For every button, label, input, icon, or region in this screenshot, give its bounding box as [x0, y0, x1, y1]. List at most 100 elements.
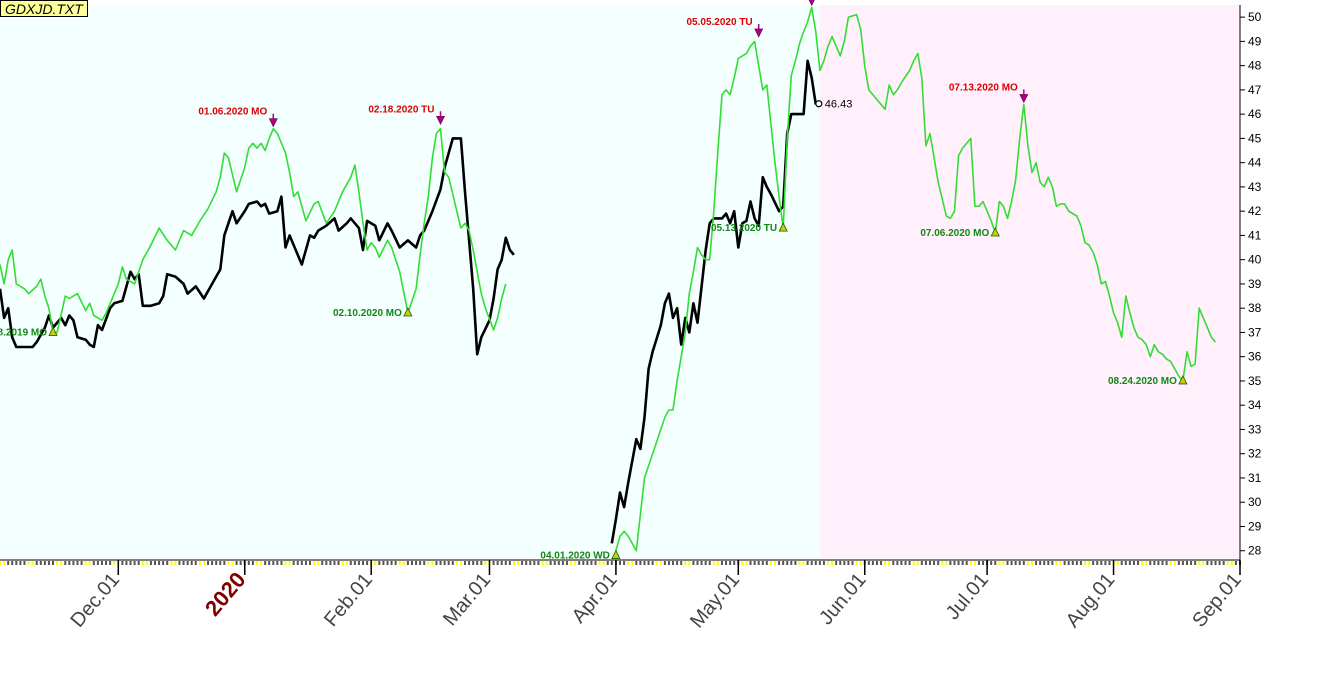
x-day-tick: [125, 561, 128, 565]
x-day-tick: [790, 561, 793, 565]
x-day-tick: [190, 561, 193, 565]
x-tick-label: Feb.01: [320, 569, 377, 631]
x-day-tick: [982, 561, 985, 565]
x-day-tick: [929, 561, 931, 565]
x-day-tick: [182, 561, 185, 565]
background-regions: [0, 5, 1240, 558]
x-day-tick: [1055, 561, 1058, 565]
x-day-tick: [859, 561, 862, 565]
x-day-tick: [1039, 561, 1042, 565]
x-day-tick: [92, 561, 95, 565]
x-day-tick: [1059, 561, 1062, 565]
x-tick-label: Apr.01: [568, 569, 622, 627]
annotation-label-2: 05.05.2020 TU: [687, 17, 753, 28]
y-tick-label: 38: [1248, 301, 1262, 315]
x-day-tick: [1190, 561, 1193, 565]
x-day-tick: [35, 561, 38, 565]
x-day-tick: [500, 561, 503, 565]
x-day-tick: [178, 561, 181, 565]
x-day-tick: [1018, 561, 1021, 565]
x-day-tick: [537, 561, 540, 565]
x-day-tick: [276, 561, 279, 565]
x-day-tick: [1084, 561, 1086, 565]
y-tick-label: 28: [1248, 544, 1262, 558]
x-day-tick: [529, 561, 532, 565]
x-day-tick: [443, 561, 446, 565]
peak-marker-icon: [436, 115, 446, 125]
x-day-tick: [912, 561, 915, 565]
x-day-tick: [1063, 561, 1066, 565]
x-day-tick: [806, 561, 809, 565]
x-tick-label: Dec.01: [67, 569, 125, 632]
x-day-tick: [394, 561, 397, 565]
x-day-tick: [357, 561, 360, 565]
x-day-tick: [476, 561, 479, 565]
background-region-0: [0, 5, 820, 558]
x-day-tick: [374, 561, 377, 565]
x-day-tick: [72, 561, 75, 565]
x-day-tick: [345, 561, 348, 565]
x-day-tick: [100, 561, 103, 565]
x-day-tick: [362, 561, 365, 565]
x-day-tick: [472, 561, 475, 565]
x-day-tick: [480, 561, 483, 565]
x-day-tick: [11, 561, 14, 565]
x-day-tick: [647, 561, 650, 565]
x-day-tick: [765, 561, 768, 565]
peak-marker-icon: [808, 0, 815, 7]
y-tick-label: 29: [1248, 519, 1262, 533]
x-day-tick: [822, 561, 825, 565]
x-day-tick: [557, 561, 560, 565]
x-tick-label: Aug.01: [1062, 569, 1120, 632]
x-day-tick: [1100, 561, 1103, 565]
x-day-tick: [1214, 561, 1217, 565]
x-day-tick: [1116, 561, 1119, 565]
series-lines: 46.43: [0, 6, 1217, 552]
x-day-tick: [659, 561, 662, 565]
x-day-tick: [904, 561, 907, 565]
x-day-tick: [1079, 561, 1082, 565]
x-day-tick: [1006, 561, 1009, 565]
x-day-tick: [1202, 561, 1205, 565]
x-day-tick: [814, 561, 817, 565]
x-day-tick: [631, 561, 634, 565]
x-tick-label: Sep.01: [1188, 569, 1246, 632]
y-tick-label: 34: [1248, 398, 1262, 412]
x-day-tick: [1022, 561, 1025, 565]
x-day-tick: [406, 561, 409, 565]
x-day-tick: [598, 561, 601, 565]
x-day-tick: [810, 561, 813, 565]
x-day-tick: [378, 561, 381, 565]
x-day-tick: [680, 561, 683, 565]
peak-marker-icon: [1019, 94, 1029, 104]
annotation-label-7: 04.01.2020 WD: [540, 551, 610, 562]
x-day-tick: [56, 561, 59, 565]
x-day-tick: [778, 561, 781, 565]
x-day-tick: [639, 561, 642, 565]
x-day-tick: [464, 561, 466, 565]
x-day-tick: [1234, 561, 1237, 565]
x-day-tick: [1014, 561, 1017, 565]
x-day-tick: [745, 561, 748, 565]
x-day-tick: [941, 561, 944, 565]
y-tick-label: 49: [1248, 34, 1262, 48]
x-day-tick: [60, 561, 63, 565]
x-day-tick: [415, 561, 418, 565]
x-day-tick: [68, 561, 71, 565]
x-day-tick: [1067, 561, 1070, 565]
x-day-tick: [27, 561, 30, 565]
x-day-tick: [1153, 561, 1156, 565]
annotation-label-5: 11.18.2019 MO: [0, 327, 47, 338]
x-day-tick: [1145, 561, 1148, 565]
x-day-tick: [733, 561, 736, 565]
x-day-tick: [386, 561, 389, 565]
x-day-tick: [333, 561, 336, 565]
x-day-tick: [239, 561, 242, 565]
x-day-tick: [521, 561, 524, 565]
annotation-label-9: 07.06.2020 MO: [920, 228, 989, 239]
x-day-tick: [296, 561, 299, 565]
y-tick-label: 48: [1248, 59, 1262, 73]
x-day-tick: [1161, 561, 1164, 565]
x-day-tick: [264, 561, 267, 565]
